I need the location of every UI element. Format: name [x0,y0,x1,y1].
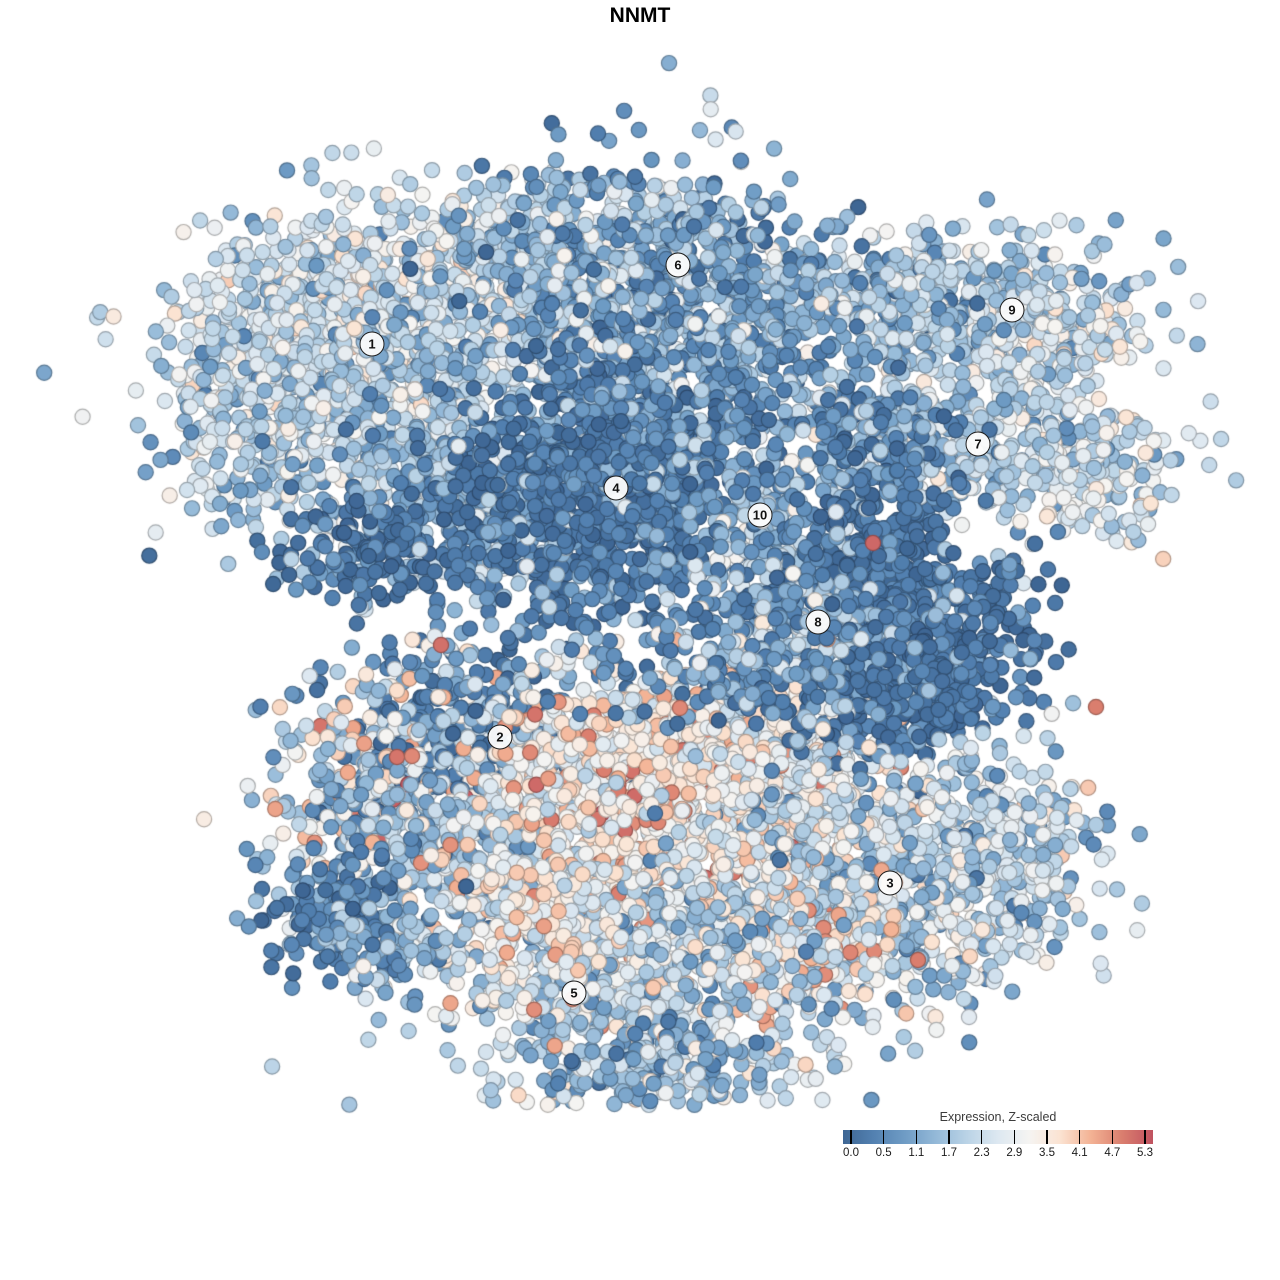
colorbar-tick-label: 4.1 [1071,1147,1088,1159]
colorbar-tick-label: 0.0 [843,1147,859,1159]
expression-colorbar-legend: Expression, Z-scaled 0.0 0.5 1.1 1.7 2.3 2.9 3… [843,1110,1153,1163]
colorbar-tick-label: 0.5 [875,1147,892,1159]
colorbar-tick-label: 1.7 [941,1147,957,1159]
colorbar-tick-mark [915,1130,918,1144]
colorbar-tick-mark [1144,1130,1146,1144]
colorbar-tick-label: 2.9 [1006,1147,1023,1159]
legend-title: Expression, Z-scaled [939,1110,1057,1124]
colorbar-tick-label: 5.3 [1137,1147,1153,1159]
colorbar-tick-label: 4.7 [1104,1147,1121,1159]
colorbar-tick-mark [948,1130,950,1144]
colorbar-tick-mark [850,1130,852,1144]
colorbar-tick-label: 3.5 [1039,1147,1055,1159]
colorbar-tick-label: 1.1 [908,1147,925,1159]
colorbar-tick-label: 2.3 [973,1147,990,1159]
colorbar-tick-mark [882,1130,885,1144]
colorbar-tick-mark [1078,1130,1081,1144]
page-title: NNMT [609,4,671,27]
colorbar-tick-mark [1111,1130,1114,1144]
colorbar-tick-labels: 0.0 0.5 1.1 1.7 2.3 2.9 3.5 4.1 4.7 5.3 [843,1147,1153,1163]
colorbar-gradient [843,1130,1153,1144]
colorbar-tick-mark [1013,1130,1016,1144]
colorbar-tick-mark [1046,1130,1048,1144]
colorbar-tick-mark [980,1130,983,1144]
